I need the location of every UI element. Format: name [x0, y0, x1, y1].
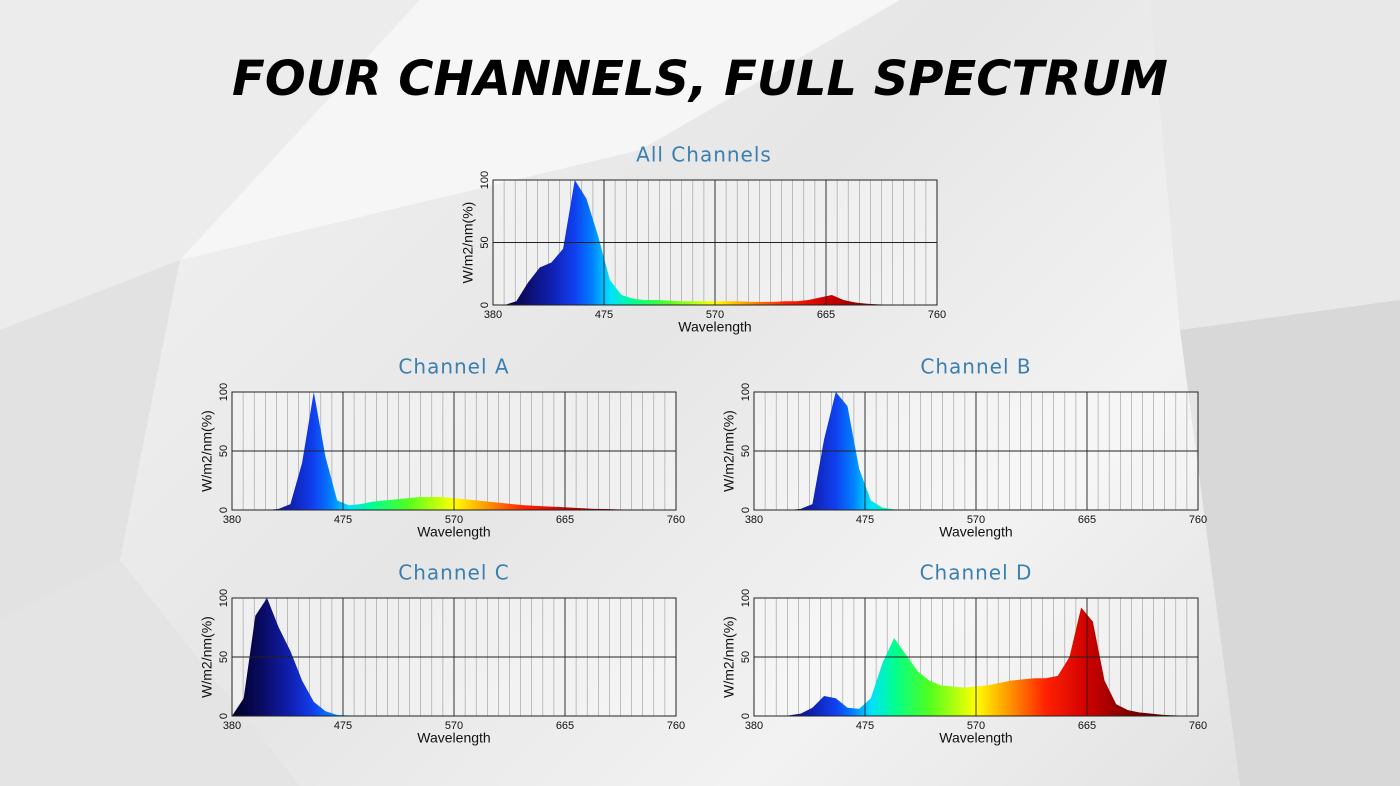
- chart-title: Channel D: [920, 561, 1033, 585]
- x-tick-label: 570: [967, 720, 985, 732]
- bg-shape: [0, 260, 180, 620]
- y-axis-label: W/m2/nm(%): [721, 616, 737, 698]
- x-tick-label: 570: [445, 514, 463, 526]
- y-tick-label: 0: [740, 507, 752, 513]
- x-tick-label: 380: [745, 720, 763, 732]
- y-tick-label: 100: [218, 383, 230, 401]
- x-axis-label: Wavelength: [417, 524, 490, 540]
- y-tick-label: 50: [218, 651, 230, 663]
- x-axis-label: Wavelength: [939, 524, 1012, 540]
- plot-frame: [231, 391, 677, 511]
- plot-frame: [231, 597, 677, 717]
- x-tick-label: 380: [484, 309, 502, 321]
- x-tick-label: 475: [856, 514, 874, 526]
- y-tick-label: 50: [218, 445, 230, 457]
- x-tick-label: 665: [1078, 720, 1096, 732]
- bg-shape: [1180, 300, 1400, 786]
- y-axis-label: W/m2/nm(%): [199, 616, 215, 698]
- x-tick-label: 380: [223, 720, 241, 732]
- x-tick-label: 760: [928, 309, 946, 321]
- y-tick-label: 50: [740, 445, 752, 457]
- x-tick-label: 665: [817, 309, 835, 321]
- plot-frame: [753, 391, 1199, 511]
- x-axis-label: Wavelength: [939, 730, 1012, 746]
- x-tick-label: 570: [706, 309, 724, 321]
- x-tick-label: 760: [667, 514, 685, 526]
- x-tick-label: 760: [1189, 720, 1207, 732]
- y-tick-label: 100: [740, 383, 752, 401]
- y-tick-label: 50: [479, 236, 491, 248]
- y-tick-label: 0: [479, 302, 491, 308]
- y-axis-label: W/m2/nm(%): [199, 410, 215, 492]
- x-tick-label: 475: [595, 309, 613, 321]
- bg-shape: [0, 560, 300, 786]
- y-tick-label: 0: [218, 713, 230, 719]
- x-tick-label: 665: [556, 514, 574, 526]
- x-tick-label: 570: [967, 514, 985, 526]
- x-tick-label: 760: [667, 720, 685, 732]
- x-axis-label: Wavelength: [417, 730, 490, 746]
- chart-title: All Channels: [636, 143, 772, 167]
- page-title: FOUR CHANNELS, FULL SPECTRUM: [232, 51, 1168, 107]
- y-tick-label: 100: [740, 589, 752, 607]
- plot-frame: [753, 597, 1199, 717]
- chart-title: Channel B: [920, 355, 1031, 379]
- y-tick-label: 100: [479, 171, 491, 189]
- x-tick-label: 475: [334, 514, 352, 526]
- y-axis-label: W/m2/nm(%): [460, 202, 476, 284]
- bg-shape: [180, 0, 900, 260]
- plot-frame: [492, 179, 938, 306]
- chart-title: Channel C: [398, 561, 509, 585]
- y-tick-label: 0: [218, 507, 230, 513]
- x-tick-label: 475: [334, 720, 352, 732]
- spectrum-area: [232, 598, 676, 716]
- x-tick-label: 570: [445, 720, 463, 732]
- bg-shape: [0, 0, 420, 330]
- x-tick-label: 380: [223, 514, 241, 526]
- x-tick-label: 760: [1189, 514, 1207, 526]
- x-tick-label: 665: [1078, 514, 1096, 526]
- x-tick-label: 665: [556, 720, 574, 732]
- chart-title: Channel A: [398, 355, 509, 379]
- y-tick-label: 100: [218, 589, 230, 607]
- y-tick-label: 0: [740, 713, 752, 719]
- y-tick-label: 50: [740, 651, 752, 663]
- x-tick-label: 475: [856, 720, 874, 732]
- x-axis-label: Wavelength: [678, 319, 751, 335]
- y-axis-label: W/m2/nm(%): [721, 410, 737, 492]
- bg-shape: [1150, 0, 1400, 330]
- x-tick-label: 380: [745, 514, 763, 526]
